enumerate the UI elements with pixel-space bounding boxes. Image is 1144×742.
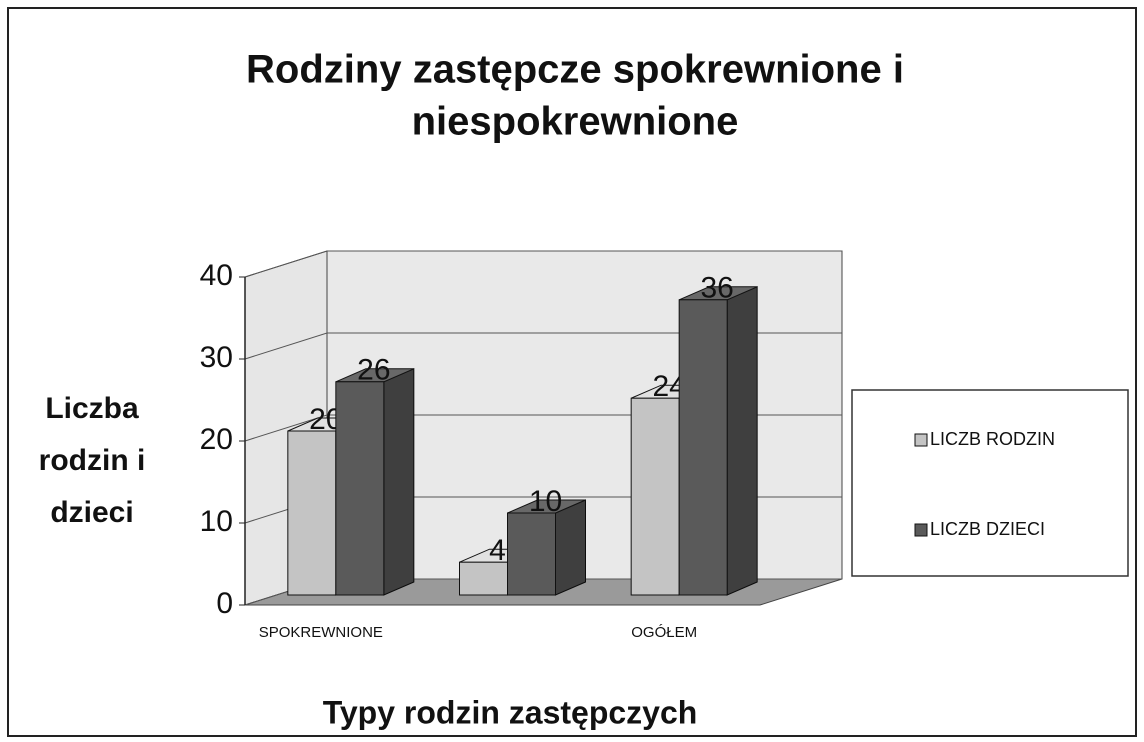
grid-line — [244, 250, 842, 278]
bar — [335, 381, 385, 596]
bar — [630, 397, 680, 596]
y-tick-label: 20 — [200, 423, 233, 456]
x-axis-label: Typy rodzin zastępczych — [323, 694, 698, 730]
y-tick-label: 0 — [216, 587, 233, 620]
bar-side — [726, 286, 758, 596]
x-tick-label: SPOKREWNIONE — [259, 624, 383, 641]
chart-title: niespokrewnione — [412, 100, 739, 144]
legend-box — [851, 389, 1129, 577]
y-axis-label: Liczba — [45, 392, 139, 425]
bar-side — [383, 368, 415, 596]
bar — [459, 561, 508, 596]
x-tick-label: OGÓŁEM — [631, 624, 697, 641]
y-tick-label: 10 — [200, 505, 233, 538]
grid-line — [244, 332, 842, 360]
bar — [287, 430, 337, 596]
data-label: 36 — [700, 272, 733, 305]
data-label: 4 — [489, 534, 506, 567]
legend-swatch — [914, 523, 928, 537]
data-label: 26 — [357, 354, 390, 387]
legend-swatch — [914, 433, 928, 447]
chart-title: Rodziny zastępcze spokrewnione i — [246, 48, 904, 92]
bar — [678, 299, 728, 596]
bar — [507, 512, 556, 596]
legend-label: LICZB RODZIN — [930, 429, 1055, 449]
y-tick-label: 30 — [200, 341, 233, 374]
legend-label: LICZB DZIECI — [930, 519, 1045, 539]
data-label: 10 — [529, 485, 562, 518]
y-axis-label: dzieci — [50, 496, 133, 529]
y-tick-label: 40 — [200, 259, 233, 292]
y-axis-label: rodzin i — [39, 444, 146, 477]
